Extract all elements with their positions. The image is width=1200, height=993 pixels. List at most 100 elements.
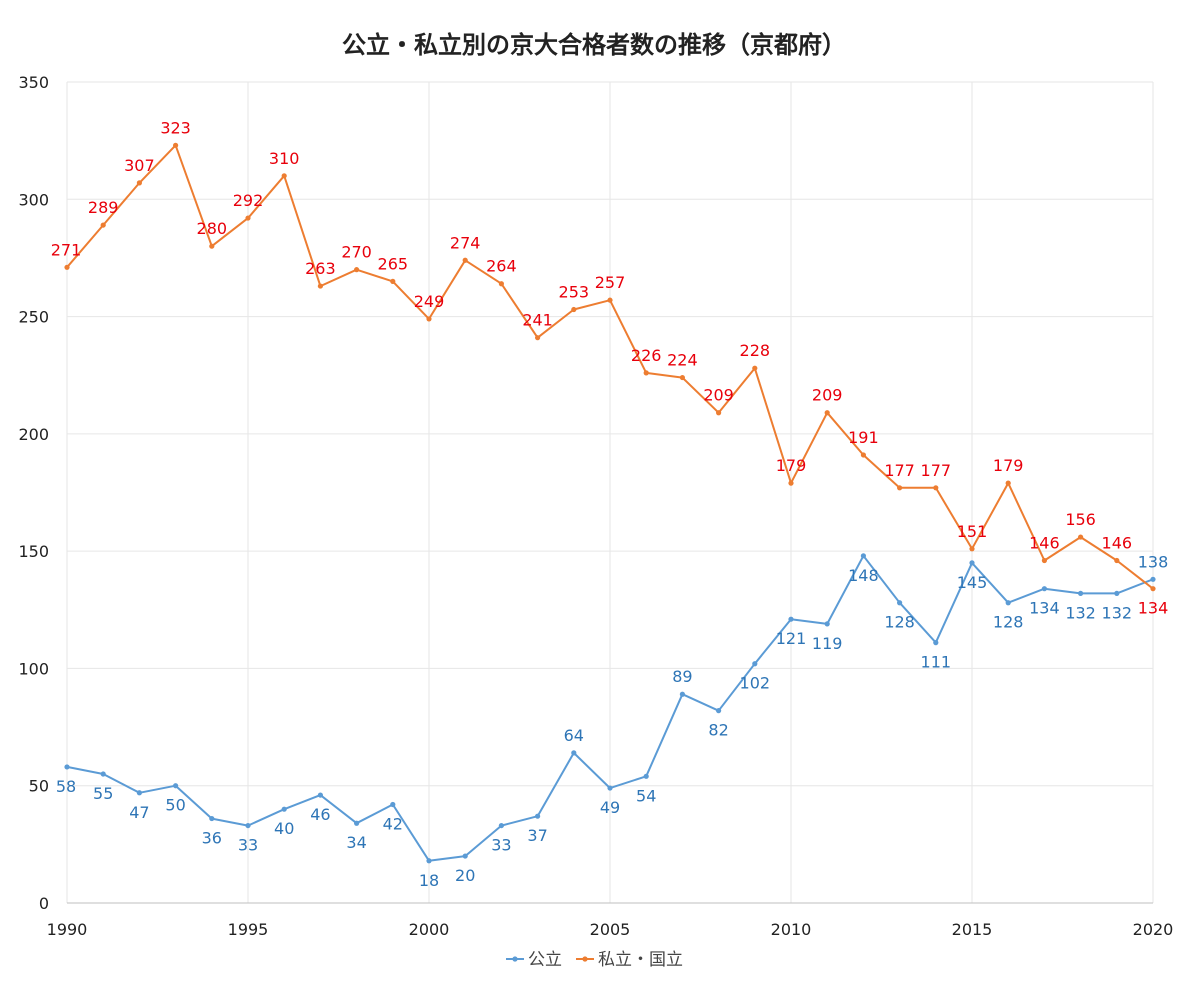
data-point-public (897, 600, 903, 606)
series-layer (64, 142, 1156, 864)
data-label-private-national: 146 (1102, 534, 1133, 553)
data-point-public (752, 661, 758, 667)
data-label-layer: 58 55 47 50 36 33 40 46 34 42 18 20 33 37 64 49 54 89 82 10… (51, 118, 1169, 889)
data-point-public (1114, 590, 1120, 596)
data-point-private-national (173, 142, 179, 148)
data-label-public: 132 (1065, 603, 1096, 622)
x-tick-label: 2015 (952, 920, 993, 939)
data-point-public (1150, 576, 1156, 582)
data-label-private-national: 264 (486, 257, 517, 276)
chart-title: 公立・私立別の京大合格者数の推移（京都府） (342, 31, 846, 59)
x-tick-label: 1995 (228, 920, 269, 939)
data-point-private-national (1078, 534, 1084, 540)
data-label-public: 34 (346, 833, 366, 852)
data-point-public (716, 708, 722, 714)
data-point-public (317, 792, 323, 798)
legend: 公立 私立・国立 (506, 950, 683, 970)
y-tick-label: 300 (18, 190, 49, 209)
data-label-private-national: 265 (378, 254, 409, 273)
data-label-public: 134 (1029, 599, 1060, 618)
data-label-private-national: 146 (1029, 534, 1060, 553)
data-point-public (933, 640, 939, 646)
data-label-public: 54 (636, 786, 656, 805)
data-point-private-national (136, 180, 142, 186)
data-point-public (1005, 600, 1011, 606)
data-label-public: 49 (600, 798, 620, 817)
data-point-private-national (462, 257, 468, 263)
data-point-private-national (933, 485, 939, 491)
data-label-private-national: 323 (160, 118, 191, 137)
data-label-private-national: 156 (1065, 510, 1096, 529)
legend-item-private-national: 私立・国立 (576, 950, 683, 970)
data-label-public: 102 (740, 674, 771, 693)
y-tick-label: 100 (18, 659, 49, 678)
data-label-public: 138 (1138, 552, 1169, 571)
data-point-private-national (1150, 586, 1156, 592)
legend-label: 私立・国立 (598, 950, 683, 970)
data-point-private-national (897, 485, 903, 491)
data-point-private-national (426, 316, 432, 322)
x-tick-label: 1990 (47, 920, 88, 939)
data-point-public (462, 853, 468, 859)
data-label-private-national: 191 (848, 428, 879, 447)
data-label-private-national: 226 (631, 346, 662, 365)
data-label-public: 46 (310, 805, 330, 824)
data-point-private-national (317, 283, 323, 289)
data-label-public: 18 (419, 871, 439, 890)
data-point-public (245, 822, 251, 829)
data-point-private-national (245, 215, 251, 221)
x-tick-label: 2000 (409, 920, 450, 939)
data-label-public: 148 (848, 566, 879, 585)
data-label-public: 89 (672, 667, 692, 686)
data-label-public: 33 (238, 836, 258, 855)
data-label-private-national: 280 (197, 219, 228, 238)
data-label-private-national: 249 (414, 292, 445, 311)
data-label-public: 82 (708, 721, 728, 740)
data-point-private-national (969, 546, 975, 552)
y-tick-label: 150 (18, 542, 49, 561)
data-label-public: 47 (129, 803, 149, 822)
data-label-public: 36 (202, 829, 222, 848)
legend-marker (512, 956, 518, 962)
data-point-public (281, 806, 287, 812)
data-label-public: 33 (491, 836, 511, 855)
data-label-public: 58 (56, 777, 76, 796)
data-point-public (173, 783, 179, 789)
data-point-public (607, 785, 613, 791)
data-point-private-national (498, 281, 504, 287)
data-point-public (1041, 586, 1047, 592)
data-point-private-national (716, 410, 722, 416)
y-tick-label: 350 (18, 73, 49, 92)
data-label-public: 121 (776, 629, 807, 648)
data-point-public (788, 616, 794, 622)
data-label-private-national: 177 (884, 461, 915, 480)
data-label-private-national: 270 (341, 243, 372, 262)
y-tick-label: 250 (18, 308, 49, 327)
data-point-private-national (752, 365, 758, 371)
data-point-private-national (679, 374, 686, 381)
data-point-private-national (209, 243, 215, 249)
data-label-private-national: 209 (703, 386, 734, 405)
data-point-public (535, 813, 541, 819)
grid-layer (66, 81, 1154, 903)
legend-marker (582, 956, 588, 962)
data-point-private-national (1005, 480, 1011, 486)
data-label-private-national: 292 (233, 191, 264, 210)
data-point-public (64, 764, 70, 770)
data-point-private-national (824, 410, 830, 416)
data-label-private-national: 263 (305, 259, 336, 278)
data-point-private-national (643, 370, 649, 376)
data-point-private-national (571, 306, 577, 313)
data-label-private-national: 151 (957, 522, 988, 541)
data-label-public: 37 (527, 826, 547, 845)
data-label-private-national: 253 (559, 283, 590, 302)
data-point-public (969, 560, 975, 566)
x-tick-label: 2010 (771, 920, 812, 939)
data-label-private-national: 228 (740, 341, 771, 360)
data-label-public: 64 (564, 726, 584, 745)
x-tick-label: 2005 (590, 920, 631, 939)
data-label-public: 40 (274, 819, 294, 838)
data-label-private-national: 134 (1138, 599, 1169, 618)
